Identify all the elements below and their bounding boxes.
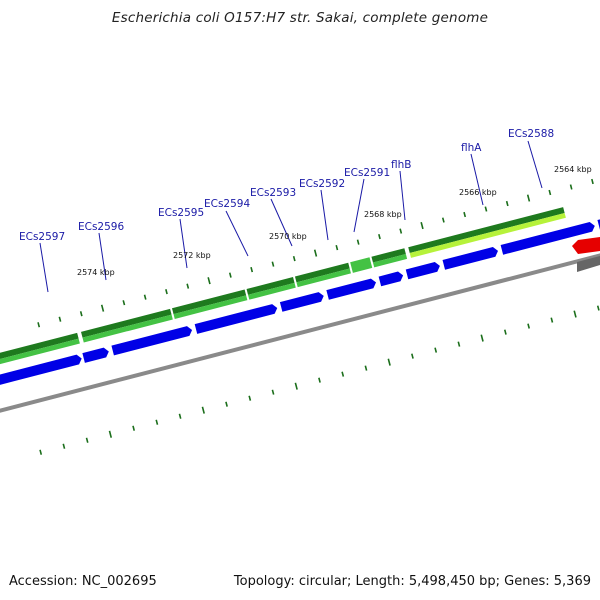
genome-stats-text: Topology: circular; Length: 5,498,450 bp…	[233, 574, 591, 589]
kbp-label: 2568 kbp	[364, 210, 402, 219]
gene-label: flhA	[461, 142, 482, 154]
gene-label: ECs2592	[299, 178, 345, 190]
genome-title: Escherichia coli O157:H7 str. Sakai, com…	[111, 10, 489, 26]
kbp-label: 2564 kbp	[554, 165, 592, 174]
gene-labels: ECs2597 ECs2596 ECs2595 ECs2594 ECs2593 …	[19, 128, 554, 243]
gene-label: ECs2591	[344, 167, 390, 179]
gene-label: flhB	[391, 159, 411, 171]
outer-tick-marks	[37, 178, 594, 328]
gene-label: ECs2596	[78, 221, 124, 233]
kbp-label: 2570 kbp	[269, 232, 307, 241]
forward-gene-track	[0, 207, 566, 373]
kbp-label: 2566 kbp	[459, 188, 497, 197]
gene-label: ECs2588	[508, 128, 554, 140]
gene-label: ECs2595	[158, 207, 204, 219]
gene-label: ECs2594	[204, 198, 250, 210]
genome-backbone	[0, 238, 600, 424]
kbp-label: 2572 kbp	[173, 251, 211, 260]
gene-label: ECs2593	[250, 187, 296, 199]
kbp-labels: 2574 kbp 2572 kbp 2570 kbp 2568 kbp 2566…	[77, 165, 592, 277]
cds-track	[0, 216, 600, 392]
gene-label-leaders	[39, 140, 543, 293]
inner-tick-marks	[39, 305, 600, 455]
kbp-label: 2574 kbp	[77, 268, 115, 277]
accession-text: Accession: NC_002695	[9, 574, 157, 589]
gene-label: ECs2597	[19, 231, 65, 243]
highlighted-feature	[572, 237, 600, 272]
